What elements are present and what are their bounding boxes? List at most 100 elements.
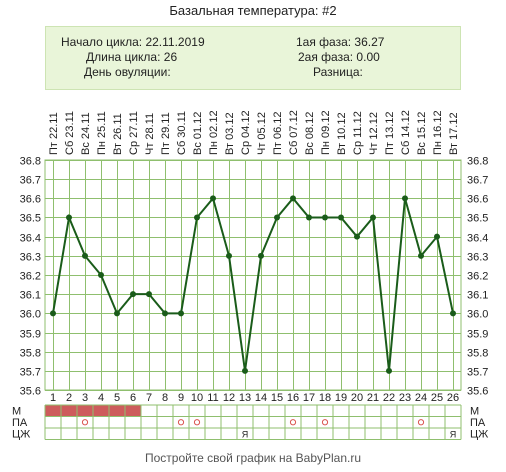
temperature-point [418,252,424,259]
date-label: Чт 05.12 [256,112,268,155]
cycle-length: Длина цикла: 26 [86,50,178,64]
y-tick-label-right: 35.9 [467,329,488,341]
temperature-point [114,310,120,317]
date-label: Пт 22.11 [48,112,60,155]
day-number-label: 3 [82,392,88,404]
temperature-point [450,310,456,317]
day-number-label: 22 [383,392,395,404]
cm-mark: Я [450,430,457,440]
temperature-point [98,272,104,278]
y-tick-label-left: 36.5 [20,213,41,225]
day-number-label: 4 [98,392,104,404]
temperature-point [242,367,248,374]
pa-marker [177,419,185,426]
chart-title: Базальная температура: #2 [169,3,337,18]
pa-marker [417,419,425,426]
date-label: Ср 27.11 [128,111,140,155]
y-tick-label-right: 35.7 [467,367,488,379]
menstruation-cell [109,405,125,417]
y-tick-label-left: 36.4 [20,233,41,245]
day-number-label: 10 [191,392,203,404]
day-number-label: 8 [162,392,168,404]
day-number-label: 18 [319,392,331,404]
pa-marker [321,419,329,426]
y-tick-label-right: 36.4 [467,233,488,245]
y-tick-label-right: 36.3 [467,252,488,264]
day-number-label: 2 [66,392,72,404]
date-label: Вс 15.12 [416,112,428,155]
menstruation-cell [125,405,141,417]
y-tick-label-left: 36.6 [20,194,41,206]
day-number-label: 11 [207,392,218,404]
temperature-point [226,252,232,259]
y-tick-label-left: 36.8 [20,156,41,168]
row-label-right: ЦЖ [470,429,488,441]
cycle-info-box: Начало цикла: 22.11.2019 Длина цикла: 26… [45,26,461,90]
temperature-point [258,252,264,259]
y-tick-label-right: 36.7 [467,175,488,187]
temperature-point [274,214,280,221]
phase1-average: 1ая фаза: 36.27 [296,35,385,49]
day-number-label: 26 [447,392,459,404]
temperature-point [370,214,376,221]
temperature-point [130,291,136,298]
date-label: Пн 16.12 [432,110,444,155]
y-tick-label-right: 36.8 [467,156,488,168]
y-tick-label-left: 35.8 [20,348,41,360]
date-label: Пт 13.12 [384,111,396,155]
y-tick-label-left: 35.9 [20,329,41,341]
day-number-label: 13 [239,392,251,404]
day-number-label: 7 [146,392,152,404]
date-label: Вс 01.12 [192,112,204,155]
day-number-label: 19 [335,392,347,404]
temperature-point [338,214,344,221]
y-tick-label-right: 35.6 [467,386,488,398]
menstruation-cell [77,405,93,417]
temperature-point [322,214,328,221]
temperature-point [402,195,408,202]
y-tick-label-left: 35.6 [20,386,41,398]
y-tick-label-right: 36.0 [467,309,488,321]
date-label: Вс 24.11 [80,112,92,155]
temperature-point [434,233,440,240]
row-label-right: М [470,406,479,418]
y-tick-label-left: 36.1 [20,290,41,302]
y-tick-label-left: 36.0 [20,309,41,321]
day-number-label: 6 [130,392,136,404]
date-label: Сб 07.12 [288,110,300,155]
temperature-point [178,310,184,317]
date-label: Пн 25.11 [96,111,108,155]
pa-marker [289,419,297,426]
temperature-difference: Разница: [313,65,363,79]
temperature-point [162,310,168,317]
ovulation-day: День овуляции: [84,65,171,79]
day-number-label: 20 [351,392,363,404]
temperature-point [194,214,200,221]
row-label-left: ПА [12,417,28,429]
temperature-point [354,233,360,240]
date-label: Вт 10.12 [336,112,348,155]
y-tick-label-left: 36.3 [20,252,41,264]
row-label-left: М [12,406,21,418]
date-label: Сб 23.11 [64,111,76,155]
menstruation-cell [93,405,109,417]
y-tick-label-right: 36.1 [467,290,488,302]
temperature-point [66,214,72,221]
y-tick-label-right: 35.8 [467,348,488,360]
date-label: Чт 28.11 [144,113,156,155]
footer-link[interactable]: Постройте свой график на BabyPlan.ru [144,451,362,465]
cm-mark: Я [242,430,249,440]
date-label: Сб 14.12 [400,110,412,155]
day-number-label: 25 [431,392,443,404]
y-tick-label-right: 36.6 [467,194,488,206]
temperature-point [50,310,56,317]
y-tick-label-right: 36.5 [467,213,488,225]
date-label: Вт 03.12 [224,112,236,155]
temperature-point [290,195,296,202]
day-number-label: 14 [255,392,267,404]
date-label: Пн 02.12 [208,110,220,155]
phase2-average: 2ая фаза: 0.00 [298,50,380,64]
pa-marker [81,419,89,426]
temperature-line [52,196,454,371]
